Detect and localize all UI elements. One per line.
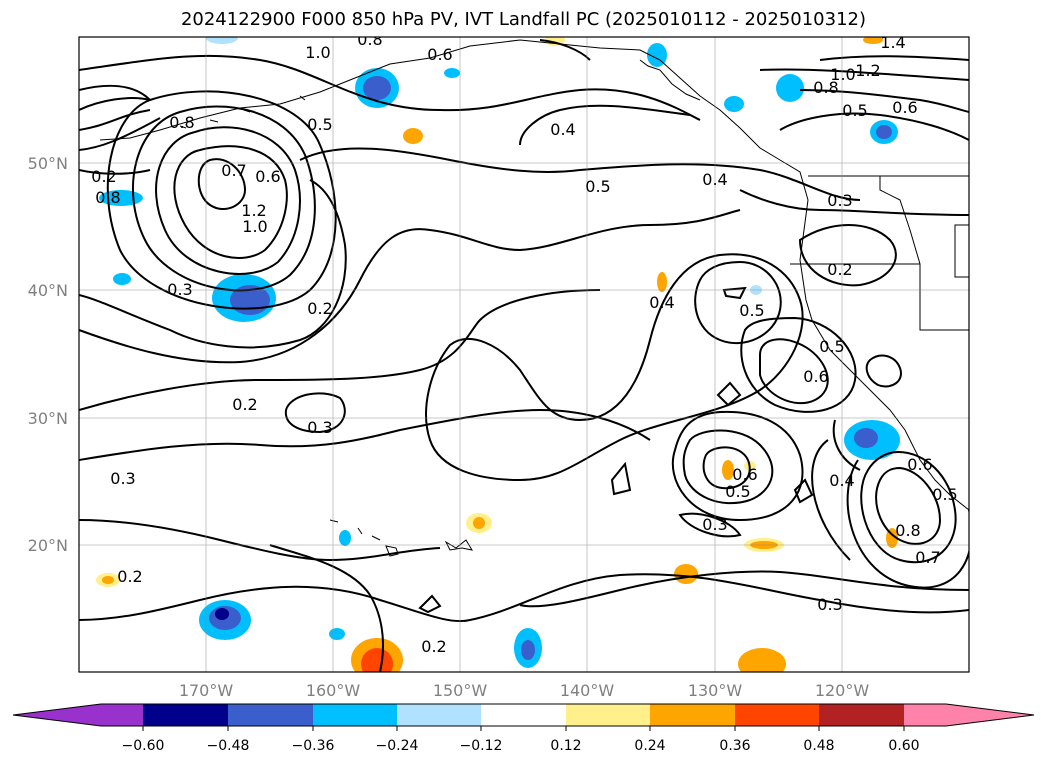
graticule [79, 37, 969, 672]
contour-label: 1.2 [241, 201, 266, 220]
colorbar-segment [313, 704, 397, 726]
colorbar-ticks [142, 726, 905, 731]
colorbar-segment [819, 704, 904, 726]
contour-label: 0.5 [842, 101, 867, 120]
lat-label: 50°N [28, 154, 68, 173]
colorbar-tick-label: −0.12 [460, 738, 503, 754]
contour-label: 0.7 [221, 161, 246, 180]
contour-label: 0.3 [827, 191, 852, 210]
colorbar-extend-high [946, 704, 1034, 726]
contour-label: 0.8 [813, 78, 838, 97]
colorbar-tick-label: −0.48 [207, 738, 250, 754]
colorbar-tick-label: −0.60 [122, 738, 165, 754]
pv-contours [79, 39, 969, 672]
contour-label: 0.6 [907, 455, 932, 474]
colorbar-segment [904, 704, 946, 726]
coastlines [99, 39, 969, 557]
contour-label: 0.3 [167, 280, 192, 299]
contour-label: 0.5 [725, 482, 750, 501]
colorbar-tick-label: 0.24 [634, 738, 665, 754]
contour-label: 1.2 [855, 61, 880, 80]
contour-label: 0.5 [739, 301, 764, 320]
contour-label: 0.2 [232, 395, 257, 414]
colorbar-segment [481, 704, 566, 726]
colorbar-tick-label: −0.24 [376, 738, 419, 754]
contour-label: 0.4 [550, 120, 575, 139]
lat-label: 40°N [28, 281, 68, 300]
lon-label: 120°W [815, 681, 870, 700]
colorbar: −0.60 −0.48 −0.36 −0.24 −0.12 0.12 0.24 … [12, 703, 1035, 754]
contour-label: 0.6 [427, 45, 452, 64]
lon-label: 170°W [179, 681, 234, 700]
map-plot-area: 0.8 0.6 1.0 0.8 0.6 0.5 0.4 1.4 1.2 1.0 … [79, 30, 969, 672]
colorbar-segment [397, 704, 481, 726]
lon-label: 150°W [433, 681, 488, 700]
lat-label: 30°N [28, 409, 68, 428]
contour-label: 0.4 [829, 471, 854, 490]
contour-label: 1.0 [242, 217, 267, 236]
contour-label: 0.8 [169, 113, 194, 132]
contour-label: 1.0 [830, 65, 855, 84]
colorbar-segment [143, 704, 228, 726]
lon-label: 160°W [306, 681, 361, 700]
contour-label: 0.6 [892, 98, 917, 117]
contour-labels: 0.8 0.6 1.0 0.8 0.6 0.5 0.4 1.4 1.2 1.0 … [91, 30, 957, 656]
colorbar-tick-label: −0.36 [292, 738, 335, 754]
contour-label: 0.8 [357, 30, 382, 49]
colorbar-segment [228, 704, 313, 726]
colorbar-tick-label: 0.12 [550, 738, 581, 754]
longitude-labels: 170°W 160°W 150°W 140°W 130°W 120°W [179, 681, 870, 700]
colorbar-segment [566, 704, 650, 726]
contour-label: 0.4 [702, 170, 727, 189]
contour-label: 0.3 [817, 595, 842, 614]
contour-label: 1.0 [305, 43, 330, 62]
contour-label: 0.8 [895, 521, 920, 540]
contour-label: 0.5 [585, 177, 610, 196]
contour-label: 0.6 [255, 167, 280, 186]
contour-label: 0.2 [117, 567, 142, 586]
contour-label: 0.3 [702, 515, 727, 534]
colorbar-tick-label: 0.48 [803, 738, 834, 754]
colorbar-tick-label: 0.60 [888, 738, 919, 754]
map-title: 2024122900 F000 850 hPa PV, IVT Landfall… [180, 9, 867, 30]
contour-label: 0.8 [95, 188, 120, 207]
contour-label: 0.2 [421, 637, 446, 656]
contour-label: 0.5 [932, 485, 957, 504]
latitude-labels: 50°N 40°N 30°N 20°N [28, 154, 68, 555]
lon-label: 140°W [560, 681, 615, 700]
lat-label: 20°N [28, 536, 68, 555]
colorbar-segment [650, 704, 735, 726]
contour-label: 0.2 [827, 260, 852, 279]
contour-label: 0.5 [819, 337, 844, 356]
contour-label: 0.3 [307, 418, 332, 437]
contour-label: 1.4 [880, 33, 905, 52]
contour-label: 0.3 [110, 469, 135, 488]
contour-label: 0.5 [307, 115, 332, 134]
colorbar-segment [735, 704, 819, 726]
colorbar-outline [12, 703, 1035, 727]
contour-label: 0.2 [91, 167, 116, 186]
lon-label: 130°W [688, 681, 743, 700]
map-frame [78, 36, 970, 673]
contour-label: 0.4 [649, 293, 674, 312]
contour-label: 0.7 [915, 548, 940, 567]
colorbar-tick-label: 0.36 [719, 738, 750, 754]
colorbar-extend-low [13, 704, 101, 726]
contour-label: 0.6 [732, 465, 757, 484]
colorbar-segment [101, 704, 143, 726]
contour-label: 0.2 [307, 299, 332, 318]
contour-label: 0.6 [803, 367, 828, 386]
